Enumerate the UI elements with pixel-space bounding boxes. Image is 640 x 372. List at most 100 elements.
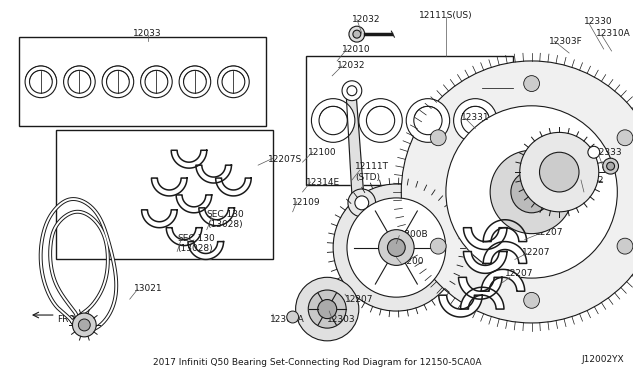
Circle shape — [446, 106, 618, 278]
Text: 12109: 12109 — [292, 198, 320, 207]
Text: 12010: 12010 — [342, 45, 371, 54]
Circle shape — [106, 70, 129, 93]
Circle shape — [617, 238, 633, 254]
Circle shape — [359, 99, 403, 142]
Circle shape — [387, 238, 405, 256]
Text: 12303: 12303 — [327, 315, 356, 324]
Text: 12033: 12033 — [133, 29, 162, 38]
Circle shape — [353, 30, 361, 38]
Text: 13021: 13021 — [134, 284, 163, 293]
Text: 12207: 12207 — [505, 269, 534, 278]
Polygon shape — [483, 241, 527, 263]
Circle shape — [367, 106, 395, 135]
Circle shape — [312, 99, 355, 142]
Circle shape — [540, 152, 579, 192]
Circle shape — [141, 66, 172, 98]
Circle shape — [287, 311, 299, 323]
Polygon shape — [481, 269, 525, 291]
Circle shape — [184, 70, 206, 93]
Circle shape — [102, 66, 134, 98]
Circle shape — [524, 76, 540, 92]
Bar — [56, 131, 273, 259]
Text: 12310A: 12310A — [596, 29, 630, 38]
Circle shape — [218, 66, 249, 98]
Polygon shape — [176, 195, 212, 213]
Text: 12100: 12100 — [307, 148, 336, 157]
Text: 12207: 12207 — [522, 247, 550, 257]
Circle shape — [342, 81, 362, 101]
Polygon shape — [439, 295, 483, 317]
Text: 12111T
(STD): 12111T (STD) — [355, 162, 389, 182]
Text: SEC.130
(13028): SEC.130 (13028) — [177, 234, 215, 253]
Text: 12032: 12032 — [352, 15, 380, 24]
Circle shape — [406, 99, 450, 142]
Circle shape — [603, 158, 618, 174]
Text: SEC.130
(13028): SEC.130 (13028) — [207, 210, 244, 229]
Polygon shape — [483, 220, 527, 241]
Circle shape — [511, 171, 552, 213]
Circle shape — [524, 292, 540, 308]
Polygon shape — [463, 251, 507, 273]
Text: 12333: 12333 — [594, 148, 623, 157]
Text: 12303F: 12303F — [549, 37, 583, 46]
Circle shape — [63, 66, 95, 98]
Circle shape — [347, 198, 445, 297]
Polygon shape — [166, 228, 202, 246]
Polygon shape — [172, 150, 207, 168]
Text: 12032: 12032 — [337, 61, 365, 70]
Circle shape — [29, 70, 52, 93]
Text: 12207: 12207 — [534, 228, 563, 237]
Circle shape — [401, 61, 640, 323]
Polygon shape — [346, 91, 364, 195]
Circle shape — [25, 66, 57, 98]
Circle shape — [430, 130, 446, 146]
Circle shape — [347, 86, 357, 96]
Polygon shape — [196, 165, 232, 183]
Circle shape — [296, 277, 359, 341]
Text: FRONT: FRONT — [57, 315, 87, 324]
Text: 12312: 12312 — [576, 176, 605, 185]
Bar — [305, 56, 513, 185]
Text: 2017 Infiniti Q50 Bearing Set-Connecting Rod Diagram for 12150-5CA0A: 2017 Infiniti Q50 Bearing Set-Connecting… — [153, 357, 482, 367]
Circle shape — [607, 162, 614, 170]
Circle shape — [179, 66, 211, 98]
Polygon shape — [461, 287, 504, 309]
Circle shape — [68, 70, 91, 93]
Text: 12314E: 12314E — [305, 178, 340, 187]
Polygon shape — [141, 210, 177, 228]
Text: 12207: 12207 — [345, 295, 374, 304]
Circle shape — [79, 319, 90, 331]
Bar — [19, 37, 266, 126]
Circle shape — [414, 106, 442, 135]
Circle shape — [617, 130, 633, 146]
Text: J12002YX: J12002YX — [582, 355, 625, 364]
Circle shape — [333, 184, 460, 311]
Text: 12200: 12200 — [396, 257, 425, 266]
Circle shape — [461, 106, 490, 135]
Circle shape — [222, 70, 244, 93]
Text: 12331: 12331 — [461, 113, 489, 122]
Circle shape — [379, 230, 414, 265]
Text: 12207S: 12207S — [268, 155, 302, 164]
Polygon shape — [463, 228, 507, 250]
Circle shape — [349, 26, 365, 42]
Circle shape — [588, 146, 600, 158]
Polygon shape — [152, 178, 187, 196]
Circle shape — [317, 299, 337, 318]
Polygon shape — [216, 178, 251, 196]
Circle shape — [308, 290, 346, 328]
Text: 12200B: 12200B — [394, 230, 429, 239]
Polygon shape — [199, 208, 234, 226]
Circle shape — [355, 196, 369, 210]
Circle shape — [520, 132, 599, 212]
Text: 12303A: 12303A — [270, 315, 305, 324]
Circle shape — [72, 313, 96, 337]
Circle shape — [454, 99, 497, 142]
Polygon shape — [458, 277, 502, 299]
Text: 12330: 12330 — [584, 17, 612, 26]
Text: 12111S(US): 12111S(US) — [419, 11, 472, 20]
Circle shape — [490, 150, 573, 234]
Polygon shape — [188, 241, 223, 259]
Circle shape — [319, 106, 348, 135]
Circle shape — [145, 70, 168, 93]
